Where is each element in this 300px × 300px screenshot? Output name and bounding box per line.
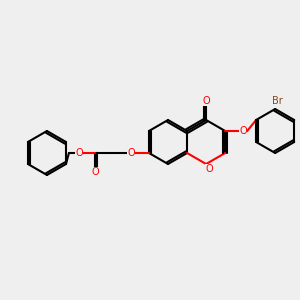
Text: O: O <box>127 148 135 158</box>
Text: O: O <box>202 96 210 106</box>
Text: O: O <box>205 164 213 174</box>
Text: O: O <box>91 167 99 177</box>
Text: O: O <box>75 148 83 158</box>
Text: O: O <box>239 126 247 136</box>
Text: Br: Br <box>272 96 283 106</box>
